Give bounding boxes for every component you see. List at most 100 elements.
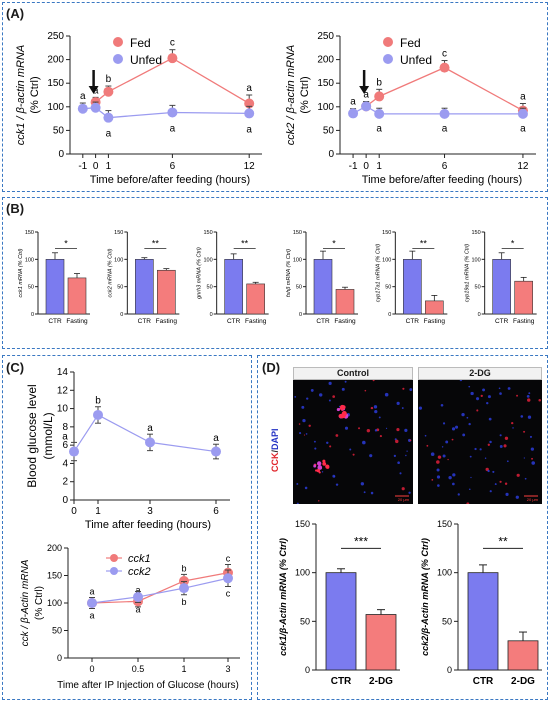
- cck-signal: [531, 457, 534, 460]
- dapi-nucleus: [441, 446, 444, 448]
- micrograph-2dg: 20 μm: [418, 380, 542, 504]
- dapi-nucleus: [363, 491, 366, 494]
- cck-stain-label: CCK: [270, 452, 280, 473]
- dapi-nucleus: [469, 455, 472, 458]
- cck-signal: [487, 443, 490, 446]
- dapi-nucleus: [468, 385, 471, 388]
- dapi-nucleus: [418, 406, 423, 410]
- data-point-unfed: [439, 108, 450, 119]
- bar-ctr: [467, 572, 499, 671]
- bar-fasting: [514, 280, 533, 315]
- dapi-nucleus: [430, 452, 435, 456]
- dapi-nucleus: [507, 387, 511, 390]
- y-axis-label: cck2 mRNA (% Ctrl): [107, 248, 113, 297]
- y-axis-label: cck1 mRNA (% Ctrl): [18, 248, 24, 297]
- data-point-glucose: [69, 446, 79, 457]
- cck-signal: [516, 473, 520, 477]
- y-tick-label: 50: [52, 626, 62, 636]
- series-line-cck2: [91, 577, 229, 604]
- dapi-nucleus: [529, 435, 533, 438]
- bar-ctr: [403, 259, 422, 315]
- dapi-nucleus: [328, 381, 332, 385]
- dapi-nucleus: [474, 447, 477, 451]
- y-tick-label: 8: [62, 422, 68, 433]
- y-tick-label: 50: [475, 285, 481, 291]
- panel-b-label: (B): [6, 201, 25, 216]
- dapi-nucleus: [310, 389, 314, 392]
- dapi-nucleus: [374, 429, 378, 432]
- y-tick-label: 50: [300, 616, 310, 626]
- significance-letter: a: [93, 85, 99, 96]
- significance-letter: a: [442, 124, 448, 135]
- dapi-nucleus: [296, 502, 299, 504]
- cck-cluster: [317, 461, 322, 466]
- cck-cluster: [326, 465, 330, 469]
- x-tick-label: 6: [442, 161, 448, 172]
- cck-signal: [364, 389, 367, 392]
- cck-signal: [402, 387, 405, 390]
- cck-signal: [504, 436, 509, 440]
- series-line-fed: [95, 57, 250, 105]
- series-line-cck1: [91, 572, 229, 604]
- y-tick-label: 150: [471, 230, 480, 236]
- dapi-nucleus: [448, 475, 452, 480]
- data-point-unfed: [77, 103, 88, 114]
- y-axis-label: cyp17a1 mRNA (% Ctrl): [375, 244, 381, 303]
- dapi-nucleus: [344, 380, 347, 383]
- x-tick-label: 6: [213, 506, 219, 517]
- x-tick-label: 1: [106, 161, 112, 172]
- dapi-nucleus: [440, 403, 444, 407]
- x-tick-label: 1: [181, 664, 186, 674]
- significance-letter: c: [442, 49, 447, 60]
- y-tick-label: 200: [47, 543, 62, 553]
- y-axis-label: fshβ mRNA (% Ctrl): [286, 249, 292, 297]
- y-tick-label: 0: [447, 665, 452, 675]
- y-tick-label: 0: [31, 312, 34, 318]
- data-point-cck2: [87, 598, 97, 608]
- significance-letter: a: [135, 585, 140, 595]
- x-axis-label: Time after feeding (hours): [85, 519, 211, 531]
- dapi-nucleus: [373, 405, 378, 409]
- dapi-nucleus: [482, 388, 486, 392]
- data-point-glucose: [93, 409, 103, 420]
- dapi-nucleus: [326, 441, 329, 445]
- cck-signal: [538, 399, 541, 402]
- legend-marker-unfed: [113, 54, 123, 64]
- x-tick-label: CTR: [138, 318, 152, 325]
- dapi-nucleus: [466, 416, 469, 419]
- dapi-nucleus: [318, 393, 323, 397]
- bar-ctr: [224, 259, 243, 315]
- x-tick-label: Fasting: [334, 318, 356, 325]
- x-axis-label: Time after IP Injection of Glucose (hour…: [57, 680, 239, 691]
- y-tick-label: 100: [203, 257, 212, 263]
- y-tick-label: 100: [317, 102, 334, 113]
- cck-cluster: [338, 414, 343, 418]
- dapi-nucleus: [436, 468, 440, 472]
- dapi-nucleus: [498, 387, 501, 390]
- legend-marker-fed: [113, 37, 123, 47]
- dapi-nucleus: [349, 448, 352, 451]
- panel-d-cck2-bar-chart: 0 50 100 150 cck2/β-Actin mRNA (% Ctrl) CTR 2-…: [420, 519, 542, 687]
- cck-cluster: [322, 461, 327, 466]
- dapi-nucleus: [369, 454, 373, 458]
- micrograph-side-label: CCK/DAPI: [270, 428, 280, 473]
- dapi-nucleus: [523, 457, 525, 459]
- cck-signal: [499, 480, 502, 483]
- x-tick-label: 12: [244, 161, 256, 172]
- x-tick-label: 12: [517, 161, 529, 172]
- dapi-stain-label: DAPI: [270, 428, 280, 450]
- y-tick-label: 50: [117, 285, 123, 291]
- dapi-nucleus: [396, 401, 400, 405]
- cck-signal: [431, 478, 434, 481]
- bar-fasting: [67, 277, 87, 315]
- data-point-cck2: [133, 591, 143, 602]
- significance-stars: **: [241, 238, 249, 248]
- micrograph-control-header: Control: [293, 367, 413, 380]
- x-tick-label: -1: [78, 161, 87, 172]
- dapi-nucleus: [455, 425, 459, 429]
- y-tick-label: 150: [295, 519, 310, 529]
- cck-signal: [303, 434, 306, 436]
- significance-letter: a: [89, 587, 94, 597]
- dapi-nucleus: [437, 484, 440, 487]
- significance-letter: a: [213, 433, 219, 444]
